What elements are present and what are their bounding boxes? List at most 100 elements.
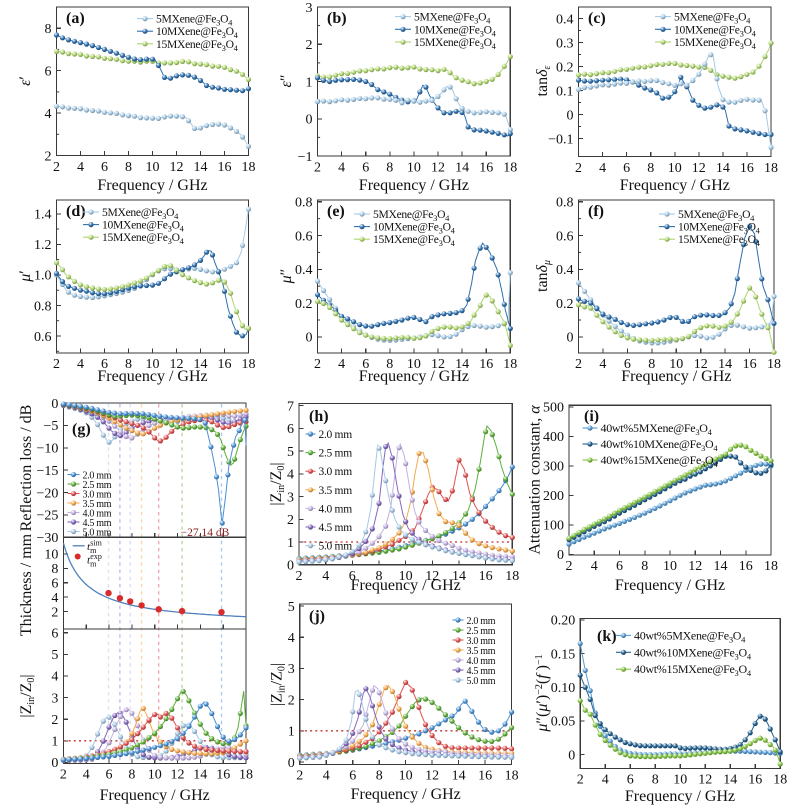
- svg-text:3.0 mm: 3.0 mm: [83, 490, 112, 501]
- svg-text:1: 1: [51, 735, 58, 750]
- svg-text:0.6: 0.6: [295, 229, 313, 244]
- svg-text:8: 8: [376, 569, 383, 584]
- svg-text:2.0 mm: 2.0 mm: [467, 616, 496, 627]
- svg-text:15MXene@Fe3O4: 15MXene@Fe3O4: [414, 36, 497, 51]
- svg-text:tmsim: tmsim: [87, 539, 103, 556]
- svg-text:Frequency / GHz: Frequency / GHz: [97, 177, 207, 194]
- svg-text:8: 8: [386, 161, 393, 176]
- svg-text:−1: −1: [298, 150, 313, 165]
- svg-text:5MXene@Fe3O4: 5MXene@Fe3O4: [102, 206, 179, 221]
- svg-text:0.15: 0.15: [551, 647, 576, 662]
- svg-text:8: 8: [386, 357, 393, 372]
- svg-text:4.0 mm: 4.0 mm: [83, 509, 112, 520]
- svg-text:μ″: μ″: [278, 269, 295, 285]
- svg-text:40wt%10MXene@Fe3O4: 40wt%10MXene@Fe3O4: [601, 437, 719, 453]
- svg-text:5MXene@Fe3O4: 5MXene@Fe3O4: [678, 208, 755, 223]
- svg-text:0.3: 0.3: [556, 36, 574, 51]
- svg-text:2: 2: [306, 38, 313, 53]
- svg-text:10: 10: [663, 559, 677, 574]
- svg-text:1.4: 1.4: [34, 208, 52, 223]
- svg-text:14: 14: [716, 161, 730, 176]
- svg-text:6: 6: [349, 768, 356, 783]
- svg-text:2: 2: [51, 605, 58, 620]
- svg-text:Frequency / GHz: Frequency / GHz: [351, 786, 461, 803]
- svg-text:6: 6: [362, 161, 369, 176]
- svg-text:6: 6: [45, 64, 52, 79]
- svg-text:6: 6: [106, 768, 113, 783]
- svg-text:40wt%15MXene@Fe3O4: 40wt%15MXene@Fe3O4: [634, 662, 752, 678]
- svg-text:−15: −15: [36, 464, 58, 479]
- svg-text:5.0 mm: 5.0 mm: [83, 528, 112, 539]
- svg-text:10: 10: [44, 548, 58, 563]
- svg-text:4: 4: [83, 768, 90, 783]
- svg-text:Reflection loss / dB: Reflection loss / dB: [18, 405, 35, 532]
- svg-text:3.5 mm: 3.5 mm: [467, 646, 496, 657]
- svg-text:18: 18: [505, 768, 519, 783]
- svg-text:μ″(μ′)−2(f )−1: μ″(μ′)−2(f )−1: [534, 654, 551, 732]
- svg-text:0.2: 0.2: [295, 297, 313, 312]
- svg-text:2.0 mm: 2.0 mm: [319, 429, 353, 441]
- svg-text:−27.14 dB: −27.14 dB: [181, 527, 230, 539]
- svg-text:−5: −5: [43, 419, 58, 434]
- svg-text:12: 12: [170, 357, 184, 372]
- svg-text:16: 16: [478, 768, 492, 783]
- svg-text:14: 14: [718, 357, 732, 372]
- svg-text:16: 16: [218, 357, 232, 372]
- svg-text:3: 3: [306, 1, 313, 16]
- svg-text:400: 400: [543, 430, 564, 445]
- svg-text:14: 14: [194, 357, 208, 372]
- svg-text:8: 8: [128, 768, 135, 783]
- svg-text:4.5 mm: 4.5 mm: [319, 522, 353, 534]
- svg-text:2: 2: [45, 149, 52, 164]
- svg-text:Frequency / GHz: Frequency / GHz: [621, 368, 731, 385]
- svg-text:(e): (e): [327, 203, 345, 220]
- svg-text:18: 18: [242, 357, 256, 372]
- svg-text:2: 2: [314, 357, 321, 372]
- svg-text:40wt%5MXene@Fe3O4: 40wt%5MXene@Fe3O4: [601, 421, 713, 437]
- svg-text:Frequency / GHz: Frequency / GHz: [615, 577, 725, 594]
- svg-text:10MXene@Fe3O4: 10MXene@Fe3O4: [373, 221, 456, 236]
- svg-text:14: 14: [452, 569, 466, 584]
- svg-text:300: 300: [543, 460, 564, 475]
- svg-text:4: 4: [45, 107, 52, 122]
- svg-text:18: 18: [503, 357, 517, 372]
- svg-text:18: 18: [505, 569, 519, 584]
- svg-text:(k): (k): [597, 628, 617, 645]
- svg-text:4: 4: [287, 468, 294, 483]
- svg-text:Frequency / GHz: Frequency / GHz: [359, 368, 469, 385]
- svg-text:18: 18: [239, 768, 253, 783]
- svg-text:2: 2: [53, 357, 60, 372]
- svg-text:(b): (b): [327, 10, 347, 27]
- svg-text:16: 16: [479, 161, 493, 176]
- svg-text:(h): (h): [309, 408, 329, 425]
- svg-text:0.20: 0.20: [551, 614, 576, 629]
- svg-text:0.6: 0.6: [34, 330, 52, 345]
- svg-text:Frequency / GHz: Frequency / GHz: [100, 787, 210, 804]
- svg-text:16: 16: [479, 569, 493, 584]
- svg-text:10MXene@Fe3O4: 10MXene@Fe3O4: [102, 219, 185, 234]
- svg-text:μ′: μ′: [17, 270, 34, 283]
- svg-text:Frequency / GHz: Frequency / GHz: [351, 577, 461, 594]
- svg-text:0.2: 0.2: [556, 60, 574, 75]
- svg-text:8: 8: [125, 160, 132, 175]
- svg-text:100: 100: [543, 519, 564, 534]
- svg-text:14: 14: [193, 768, 207, 783]
- svg-text:8: 8: [376, 768, 383, 783]
- svg-text:18: 18: [764, 559, 778, 574]
- svg-text:5: 5: [288, 600, 295, 615]
- svg-text:10: 10: [399, 768, 413, 783]
- svg-text:1.0: 1.0: [34, 269, 52, 284]
- svg-text:10MXene@Fe3O4: 10MXene@Fe3O4: [156, 25, 239, 40]
- svg-text:tanδε: tanδε: [534, 65, 553, 96]
- svg-text:2: 2: [575, 357, 582, 372]
- svg-text:Frequency / GHz: Frequency / GHz: [620, 177, 730, 194]
- svg-text:10: 10: [399, 569, 413, 584]
- svg-text:0: 0: [51, 756, 58, 771]
- svg-text:12: 12: [425, 768, 439, 783]
- svg-text:8: 8: [641, 559, 648, 574]
- svg-text:10: 10: [668, 161, 682, 176]
- svg-text:16: 16: [218, 160, 232, 175]
- svg-text:3.5 mm: 3.5 mm: [319, 485, 353, 497]
- svg-text:15MXene@Fe3O4: 15MXene@Fe3O4: [102, 231, 185, 246]
- svg-text:4: 4: [599, 357, 606, 372]
